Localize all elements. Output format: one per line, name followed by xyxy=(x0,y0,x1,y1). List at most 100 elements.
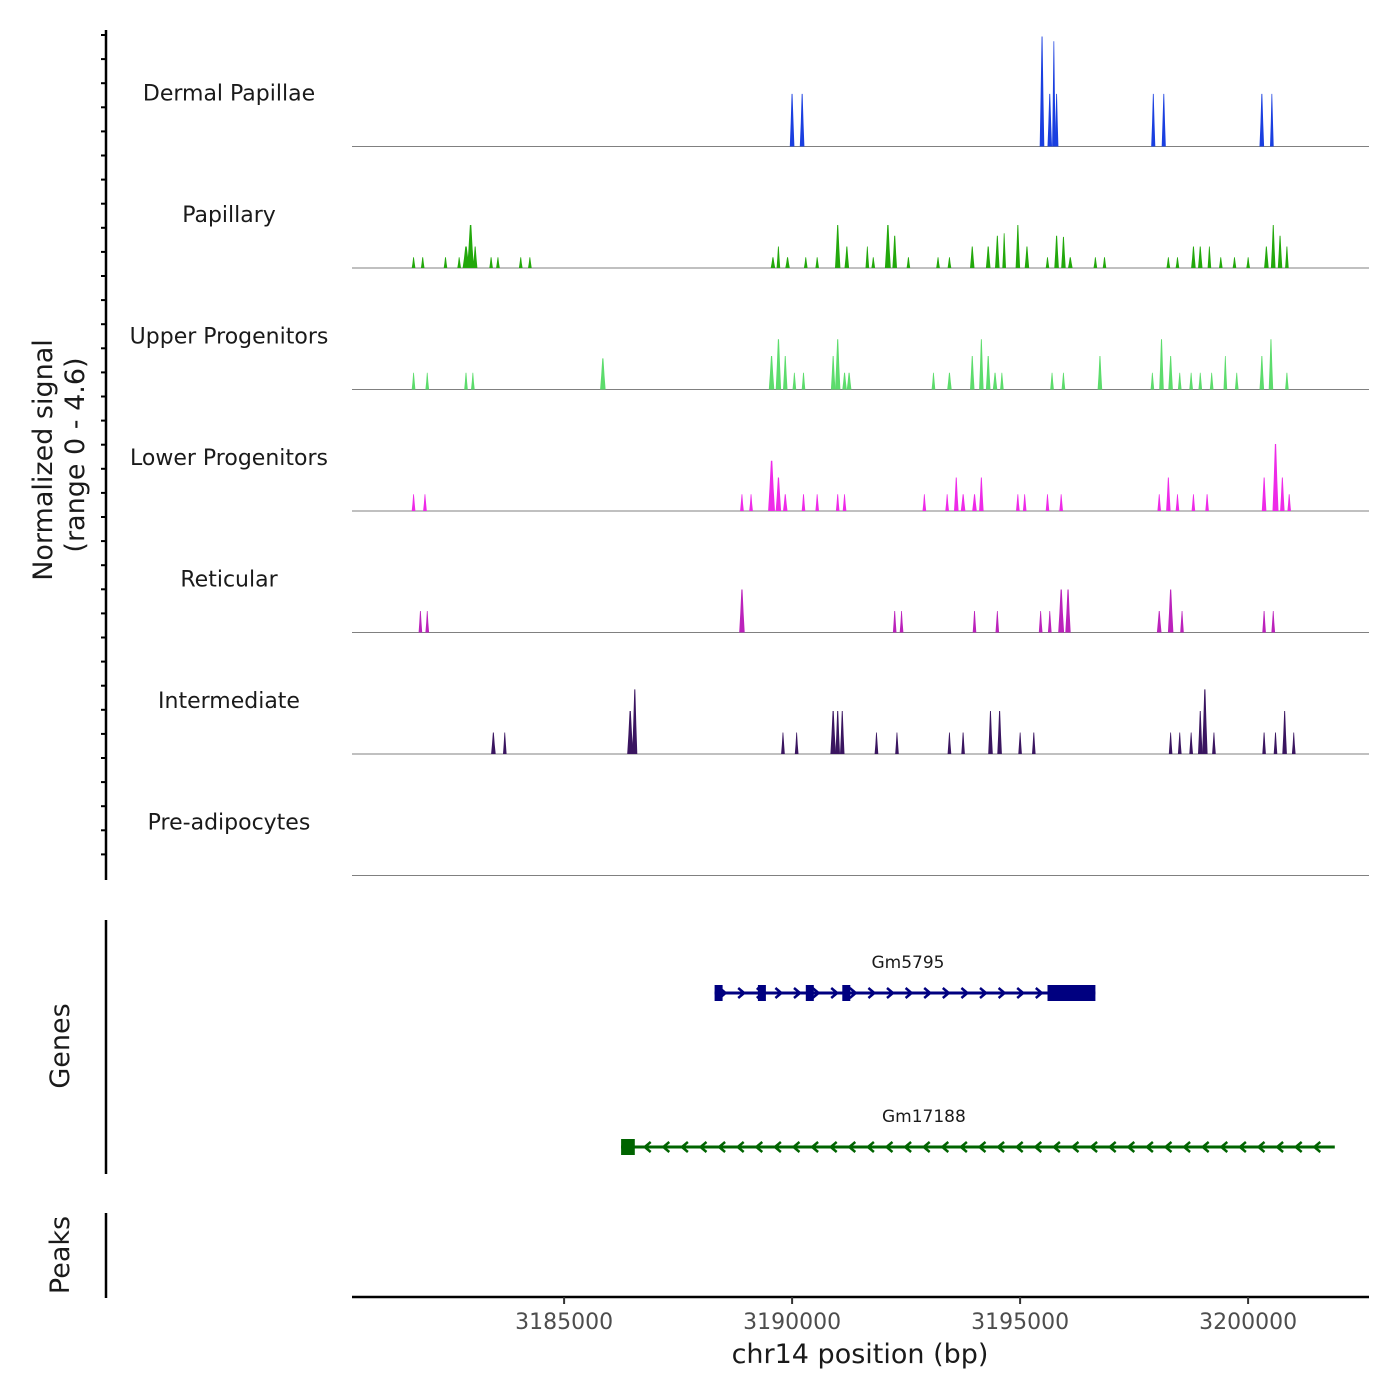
coverage-peak xyxy=(1205,494,1209,511)
track-label: Upper Progenitors xyxy=(130,325,329,350)
coverage-peak xyxy=(489,257,493,268)
coverage-peak xyxy=(846,372,852,390)
coverage-peak xyxy=(1058,589,1065,633)
coverage-peak xyxy=(1151,93,1156,147)
coverage-peak xyxy=(464,372,468,390)
gene-exon xyxy=(842,985,851,1001)
coverage-peak xyxy=(528,257,532,268)
strand-arrow xyxy=(941,987,951,999)
coverage-peak xyxy=(1177,732,1182,754)
coverage-peak xyxy=(423,494,427,511)
coverage-peak xyxy=(411,494,416,511)
coverage-peak xyxy=(503,732,507,754)
x-tick-label: 3185000 xyxy=(515,1310,613,1335)
coverage-peak xyxy=(931,372,936,390)
track-pre-adipocytes: Pre-adipocytes xyxy=(148,811,1369,876)
coverage-peak xyxy=(792,372,797,390)
coverage-peak xyxy=(840,711,845,754)
coverage-peak xyxy=(1177,372,1182,390)
coverage-peak xyxy=(1262,611,1266,633)
coverage-peak xyxy=(1102,257,1107,268)
gene-exon xyxy=(621,1139,635,1155)
coverage-peak xyxy=(1198,372,1203,390)
coverage-peak xyxy=(1166,477,1171,511)
coverage-peak xyxy=(1219,257,1223,268)
coverage-peak xyxy=(947,372,952,390)
track-label: Pre-adipocytes xyxy=(148,811,311,836)
strand-arrow xyxy=(1293,1141,1303,1153)
track-label: Dermal Papillae xyxy=(143,82,315,107)
coverage-peak xyxy=(1018,732,1022,754)
coverage-peak xyxy=(906,257,911,268)
gene-exon xyxy=(714,985,723,1001)
signal-axis-title: Normalized signal xyxy=(28,339,59,581)
coverage-peak xyxy=(830,711,836,754)
coverage-peak xyxy=(1207,246,1212,268)
coverage-peak xyxy=(1050,372,1054,390)
coverage-peak xyxy=(844,246,850,268)
coverage-peak xyxy=(1223,356,1228,390)
strand-arrow xyxy=(1033,1141,1043,1153)
coverage-peak xyxy=(1277,235,1283,268)
coverage-peak xyxy=(1282,711,1287,754)
coverage-peak xyxy=(979,339,984,390)
coverage-peak xyxy=(1061,372,1066,390)
strand-arrow xyxy=(1126,1141,1136,1153)
coverage-peak xyxy=(1002,233,1006,268)
strand-arrow xyxy=(960,987,970,999)
signal-axis-title-range: (range 0 - 4.6) xyxy=(60,357,91,552)
coverage-peak xyxy=(835,339,841,390)
coverage-peak xyxy=(1285,246,1289,268)
coverage-peak xyxy=(1167,589,1174,633)
coverage-peak xyxy=(801,372,806,390)
coverage-peak xyxy=(985,246,991,268)
coverage-peak xyxy=(961,732,965,754)
coverage-peak xyxy=(992,372,998,390)
coverage-peak xyxy=(892,611,897,633)
x-tick-label: 3195000 xyxy=(971,1310,1069,1335)
coverage-peak xyxy=(1209,372,1214,390)
coverage-peak xyxy=(892,235,897,268)
coverage-tracks: Dermal Papillae Papillary Upper Progenitor… xyxy=(130,36,1369,876)
strand-arrow xyxy=(793,987,802,999)
coverage-peak xyxy=(960,494,966,511)
coverage-peak xyxy=(443,257,448,268)
strand-arrow xyxy=(772,1141,782,1153)
strand-arrow xyxy=(977,1141,987,1153)
coverage-peak xyxy=(1198,246,1203,268)
strand-arrow xyxy=(1016,987,1026,999)
coverage-peak xyxy=(783,494,788,511)
strand-arrow xyxy=(1070,1141,1080,1153)
coverage-peak xyxy=(842,494,847,511)
coverage-peak xyxy=(749,494,753,511)
coverage-peak xyxy=(1189,732,1193,754)
strand-arrow xyxy=(1219,1141,1229,1153)
coverage-peak xyxy=(979,477,984,511)
strand-arrow xyxy=(865,1141,875,1153)
coverage-peak xyxy=(411,372,416,390)
coverage-peak xyxy=(799,93,805,147)
track-papillary: Papillary xyxy=(182,203,1369,269)
coverage-peak xyxy=(467,225,474,268)
coverage-peak xyxy=(781,732,785,754)
strand-arrow xyxy=(1034,987,1044,999)
coverage-peak xyxy=(739,589,745,633)
coverage-peak xyxy=(794,732,799,754)
coverage-peak xyxy=(972,611,977,633)
coverage-peak xyxy=(1198,711,1203,754)
coverage-peak xyxy=(776,246,781,268)
coverage-peak xyxy=(768,356,775,390)
coverage-peak xyxy=(899,611,904,633)
coverage-peak xyxy=(1093,257,1098,268)
strand-arrow xyxy=(1144,1141,1154,1153)
strand-arrow xyxy=(884,1141,894,1153)
coverage-peak xyxy=(884,225,891,268)
strand-arrow xyxy=(1107,1141,1117,1153)
coverage-peak xyxy=(1268,339,1274,390)
coverage-peak xyxy=(865,246,870,268)
gene-exon xyxy=(757,985,766,1001)
coverage-peak xyxy=(1161,93,1166,147)
coverage-peak xyxy=(518,257,523,268)
coverage-peak xyxy=(1212,732,1216,754)
